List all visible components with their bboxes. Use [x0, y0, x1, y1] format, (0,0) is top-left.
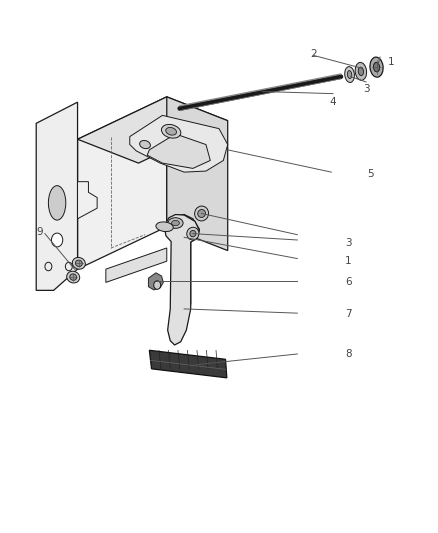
- Text: 9: 9: [36, 227, 43, 237]
- Polygon shape: [130, 115, 228, 172]
- Ellipse shape: [172, 220, 180, 225]
- Text: 6: 6: [345, 277, 352, 287]
- Ellipse shape: [67, 271, 80, 283]
- Text: 3: 3: [345, 238, 352, 248]
- Polygon shape: [78, 182, 97, 219]
- Ellipse shape: [70, 274, 77, 280]
- Ellipse shape: [75, 260, 82, 266]
- Text: 1: 1: [345, 256, 352, 266]
- Polygon shape: [78, 97, 167, 269]
- Ellipse shape: [374, 62, 380, 72]
- Polygon shape: [149, 350, 227, 378]
- Polygon shape: [169, 215, 199, 343]
- Text: 1: 1: [388, 56, 394, 67]
- Ellipse shape: [198, 209, 205, 217]
- Ellipse shape: [355, 62, 367, 80]
- Ellipse shape: [190, 230, 196, 237]
- Ellipse shape: [358, 67, 364, 76]
- Ellipse shape: [194, 206, 208, 221]
- Ellipse shape: [140, 141, 150, 149]
- Text: 2: 2: [311, 49, 317, 59]
- Ellipse shape: [156, 222, 173, 231]
- Circle shape: [154, 281, 161, 289]
- Polygon shape: [165, 215, 199, 345]
- Ellipse shape: [48, 185, 66, 220]
- Ellipse shape: [370, 57, 383, 77]
- Ellipse shape: [166, 127, 177, 135]
- Ellipse shape: [168, 217, 183, 228]
- Ellipse shape: [347, 70, 352, 78]
- Polygon shape: [148, 273, 163, 290]
- Text: 7: 7: [345, 309, 352, 319]
- Polygon shape: [167, 97, 228, 251]
- Polygon shape: [78, 97, 228, 163]
- Polygon shape: [106, 248, 167, 282]
- Ellipse shape: [345, 67, 354, 83]
- Ellipse shape: [72, 257, 85, 269]
- Polygon shape: [36, 102, 78, 290]
- Text: 4: 4: [330, 97, 336, 107]
- Text: 3: 3: [363, 84, 369, 94]
- Polygon shape: [147, 134, 210, 168]
- Text: 8: 8: [345, 349, 352, 359]
- Circle shape: [51, 233, 63, 247]
- Text: 5: 5: [367, 169, 374, 179]
- Ellipse shape: [162, 124, 181, 138]
- Ellipse shape: [187, 227, 199, 240]
